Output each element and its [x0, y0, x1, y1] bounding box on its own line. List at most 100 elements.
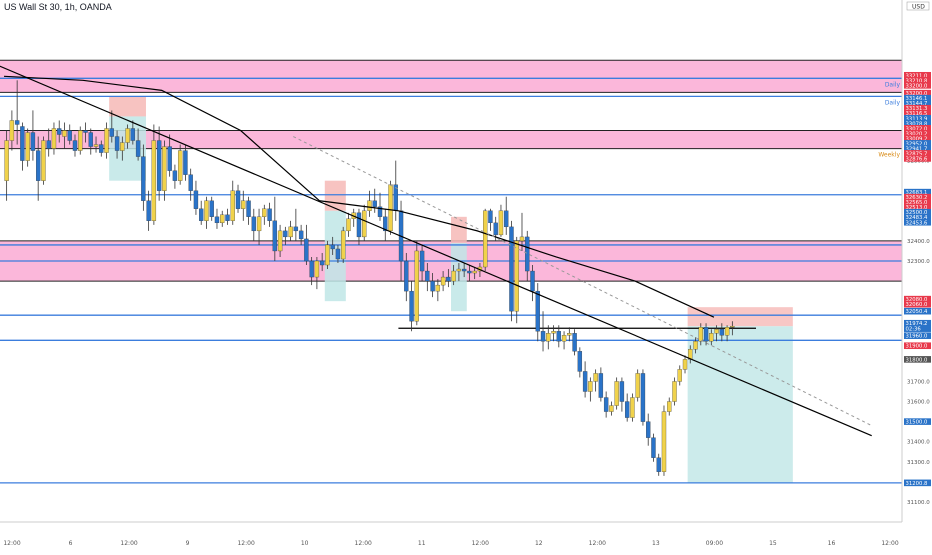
candle-body [714, 329, 719, 334]
price-label-text: 31960.0 [906, 334, 929, 340]
time-tick-label: 12:00 [355, 540, 372, 547]
candle-body [667, 401, 672, 412]
price-label-text: 32060.0 [906, 302, 929, 308]
candle-body [609, 405, 614, 412]
supply-demand-zone [0, 130, 902, 149]
candle-body [220, 214, 225, 224]
price-label-text: 33200.0 [906, 91, 929, 97]
price-label-badge [904, 119, 931, 127]
candle-body [83, 130, 88, 133]
candle-body [640, 373, 646, 422]
candle-body [14, 120, 20, 125]
price-label-text: 33078.8 [906, 121, 929, 127]
candle-body [51, 128, 57, 149]
candle-body [498, 210, 504, 236]
candle-body [577, 351, 583, 372]
candle-body [162, 146, 167, 191]
candle-body [99, 144, 104, 153]
price-label-badge [904, 82, 931, 89]
price-label-text: 32876.6 [906, 156, 929, 162]
plot-layer [0, 59, 902, 484]
candle-body [283, 230, 288, 238]
candle-body [246, 200, 251, 217]
price-label-badge [904, 193, 931, 201]
candle-body [419, 250, 425, 272]
time-tick-label: 12:00 [472, 540, 489, 547]
price-tick-label: 31400.0 [907, 440, 930, 446]
price-label-text: 33211.0 [906, 73, 929, 79]
price-label-text: 31974.2 [906, 321, 928, 327]
candle-body [488, 210, 493, 224]
candle-body [430, 280, 435, 292]
price-label-badge [904, 109, 931, 117]
price-label-badge [904, 198, 931, 206]
candle-body [719, 329, 725, 336]
price-label-text: 32080.0 [906, 297, 929, 303]
candle-body [551, 331, 556, 334]
price-tick-label: 32300.0 [907, 259, 930, 265]
candle-body [214, 216, 220, 224]
price-label-badge [904, 140, 931, 147]
candle-body [525, 236, 530, 272]
candle-body [546, 333, 551, 342]
trade-highlight-box [324, 180, 346, 211]
candle-body [404, 260, 409, 292]
price-label-badge [904, 325, 931, 332]
price-label-badge [904, 135, 931, 142]
candle-body [724, 327, 730, 336]
candle-body [451, 270, 456, 282]
currency-label: USD [912, 4, 925, 11]
candle-body [209, 200, 214, 217]
price-label-text: 33144.7 [906, 101, 928, 107]
candle-body [298, 230, 304, 240]
candle-body [309, 260, 314, 278]
candle-body [9, 120, 15, 141]
candle-body [325, 244, 330, 266]
level-label: Weekly [878, 152, 900, 159]
candle-body [483, 210, 488, 268]
time-tick-label: 11 [418, 540, 426, 547]
price-label-text: 31500.0 [906, 420, 929, 426]
time-tick-label: 15 [769, 540, 777, 547]
moving-average-line [3, 75, 715, 318]
candle-body [619, 381, 625, 402]
price-label-badge [904, 130, 931, 137]
time-tick-label: 12:00 [3, 540, 20, 547]
price-label-text: 33200.0 [906, 83, 929, 89]
candle-body [377, 206, 383, 217]
supply-demand-zone [0, 60, 902, 93]
price-label-badge [904, 114, 931, 122]
candle-body [677, 369, 682, 382]
price-label-badge [904, 89, 931, 97]
price-label-text: 32500.0 [906, 210, 929, 216]
candle-body [656, 457, 661, 472]
price-label-badge [904, 295, 931, 303]
price-label-text: 32483.4 [906, 215, 929, 221]
candle-body [698, 327, 703, 342]
candle-body [540, 331, 546, 342]
price-label-text: 32630.2 [906, 195, 928, 201]
candle-body [467, 270, 472, 274]
price-label-text: 32941.7 [906, 146, 928, 152]
price-label-text: 32683.1 [906, 190, 928, 196]
candle-body [172, 170, 178, 181]
candle-body [346, 218, 351, 232]
candle-body [362, 210, 367, 238]
price-label-text: 33146.1 [906, 96, 928, 102]
price-label-text: 32565.0 [906, 200, 929, 206]
candle-body [141, 156, 146, 201]
price-label-text: 32513.0 [906, 205, 929, 211]
candle-body [425, 270, 430, 282]
price-tick-label: 31700.0 [907, 379, 930, 385]
level-label: Daily [885, 99, 901, 106]
candle-body [93, 144, 99, 147]
candle-body [125, 128, 130, 143]
candle-body [57, 128, 62, 135]
candle-body [267, 208, 272, 221]
candle-body [67, 130, 72, 141]
currency-badge [906, 1, 930, 11]
candle-body [36, 150, 41, 181]
chart-title: US Wall St 30, 1h, OANDA [4, 2, 112, 12]
